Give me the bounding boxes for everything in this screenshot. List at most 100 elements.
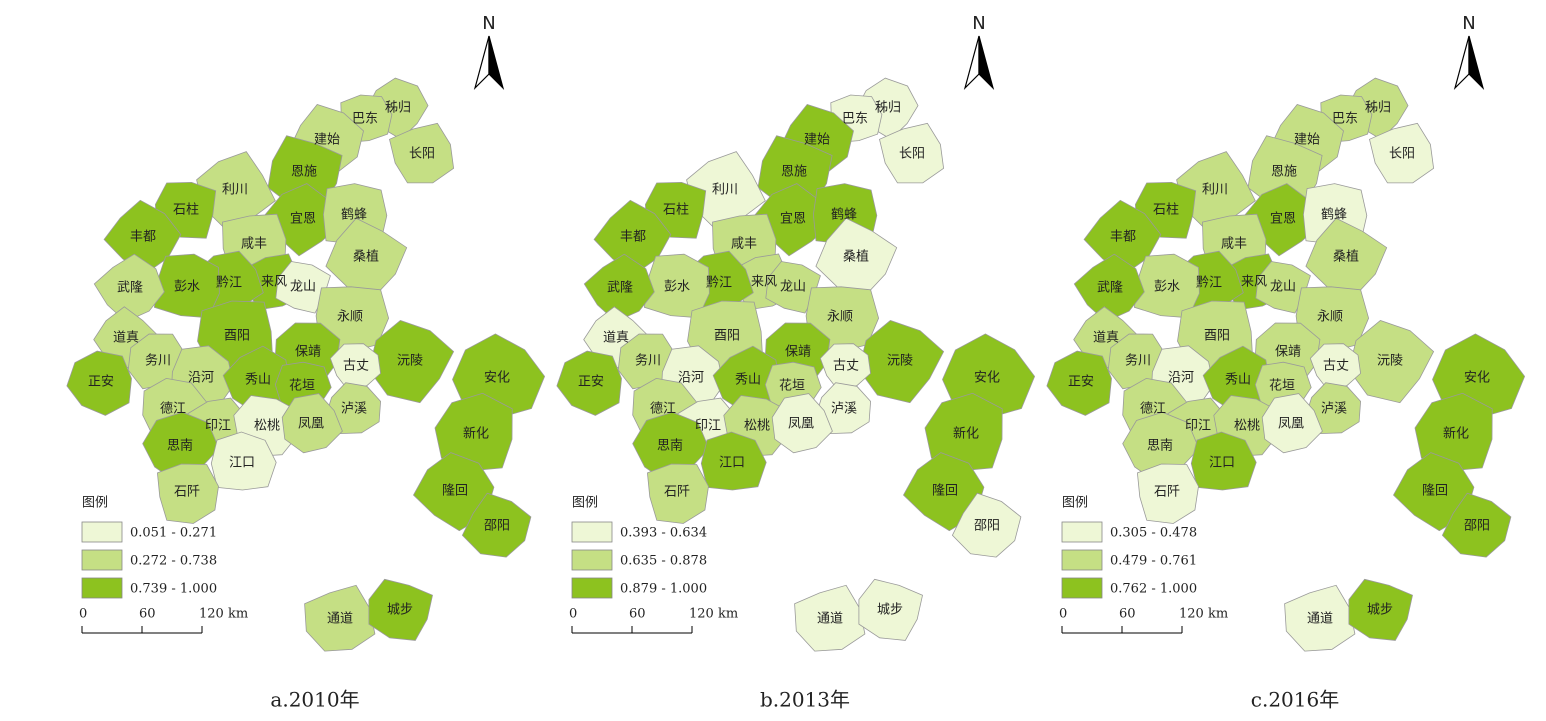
- county-label: 花垣: [289, 378, 315, 394]
- county-label: 来风: [751, 275, 777, 290]
- county-label: 恩施: [291, 165, 317, 180]
- county-label: 通道: [817, 612, 843, 627]
- county-label: 古丈: [343, 359, 369, 374]
- county-label: 武隆: [607, 281, 633, 296]
- north-arrow: [488, 35, 505, 91]
- county-label: 邵阳: [484, 519, 510, 534]
- county-label: 安化: [484, 371, 510, 386]
- county-label: 沿河: [678, 371, 704, 386]
- legend-swatch: [1061, 549, 1103, 571]
- county-area: [1309, 343, 1362, 391]
- north-arrow: [978, 35, 995, 91]
- county-label: 恩施: [781, 165, 807, 180]
- legend-title: 图例: [1062, 496, 1088, 511]
- county-label: 道真: [1093, 331, 1119, 346]
- county-area: [794, 584, 866, 652]
- county-area: [267, 135, 343, 208]
- county-area: [583, 253, 655, 322]
- scale-label: 0: [1059, 607, 1067, 622]
- county-label: 黔江: [216, 276, 242, 291]
- legend-label: 0.479 - 0.761: [1110, 554, 1197, 569]
- county-area: [329, 343, 382, 391]
- county-label: 秭归: [385, 101, 411, 116]
- county-area: [325, 217, 408, 296]
- scale-label: 0: [569, 607, 577, 622]
- county-area: [556, 350, 622, 416]
- county-label: 城步: [387, 603, 413, 618]
- county-label: 石阡: [664, 485, 690, 500]
- county-area: [156, 463, 219, 524]
- county-label: 沅陵: [397, 354, 423, 369]
- county-label: 德江: [650, 402, 676, 417]
- county-label: 建始: [1294, 133, 1320, 148]
- county-label: 彭水: [664, 280, 690, 295]
- county-label: 长阳: [899, 147, 925, 162]
- county-label: 宜恩: [1270, 212, 1296, 227]
- county-label: 新化: [1443, 426, 1469, 442]
- county-label: 正安: [1068, 375, 1094, 390]
- county-label: 永顺: [337, 310, 363, 325]
- county-label: 隆回: [442, 484, 468, 499]
- county-label: 桑植: [1333, 250, 1359, 265]
- legend-swatch: [1061, 577, 1103, 599]
- county-area: [1133, 253, 1200, 319]
- county-label: 保靖: [785, 345, 811, 360]
- legend-label: 0.305 - 0.478: [1110, 526, 1197, 541]
- county-label: 丰都: [620, 230, 646, 245]
- county-area: [858, 578, 923, 641]
- county-label: 凤凰: [298, 417, 324, 432]
- county-label: 石柱: [173, 203, 199, 218]
- north-arrow: [963, 35, 980, 91]
- county-label: 城步: [877, 603, 903, 618]
- county-area: [1305, 217, 1388, 296]
- north-arrow: [1453, 35, 1470, 91]
- county-area: [1073, 253, 1145, 322]
- county-area: [210, 431, 277, 491]
- legend-title: 图例: [82, 496, 108, 511]
- county-label: 彭水: [1154, 280, 1180, 295]
- county-area: [815, 217, 898, 296]
- legend-label: 0.739 - 1.000: [130, 582, 217, 597]
- legend-label: 0.393 - 0.634: [620, 526, 707, 541]
- county-label: 长阳: [1389, 147, 1415, 162]
- county-label: 安化: [1464, 371, 1490, 386]
- county-label: 松桃: [744, 419, 770, 434]
- county-label: 秀山: [1225, 373, 1251, 388]
- county-label: 江口: [719, 456, 745, 471]
- county-label: 龙山: [1270, 280, 1296, 295]
- county-label: 安化: [974, 371, 1000, 386]
- county-label: 江口: [229, 456, 255, 471]
- county-label: 思南: [657, 438, 683, 454]
- county-area: [643, 253, 710, 319]
- county-area: [1441, 492, 1512, 558]
- county-label: 来风: [261, 275, 287, 290]
- county-label: 务川: [145, 353, 171, 369]
- north-arrow: [473, 35, 490, 91]
- county-label: 秀山: [245, 373, 271, 388]
- county-area: [1284, 584, 1356, 652]
- county-label: 务川: [635, 353, 661, 369]
- county-label: 道真: [113, 331, 139, 346]
- legend-label: 0.762 - 1.000: [1110, 582, 1197, 597]
- county-label: 印江: [205, 419, 231, 434]
- legend-swatch: [571, 577, 613, 599]
- county-label: 宜恩: [290, 212, 316, 227]
- county-label: 咸丰: [1221, 237, 1247, 252]
- county-area: [924, 392, 1003, 472]
- county-label: 邵阳: [1464, 519, 1490, 534]
- county-area: [66, 350, 132, 416]
- county-label: 恩施: [1271, 165, 1297, 180]
- county-label: 沅陵: [1377, 354, 1403, 369]
- county-area: [1414, 392, 1493, 472]
- county-label: 新化: [953, 426, 979, 442]
- county-label: 沿河: [188, 371, 214, 386]
- north-arrow: [1468, 35, 1485, 91]
- county-label: 沿河: [1168, 371, 1194, 386]
- scale-label: 120 km: [1179, 607, 1228, 622]
- county-label: 石阡: [1154, 485, 1180, 500]
- county-label: 黔江: [706, 276, 732, 291]
- legend-swatch: [571, 549, 613, 571]
- map-caption: c.2016年: [1251, 688, 1339, 712]
